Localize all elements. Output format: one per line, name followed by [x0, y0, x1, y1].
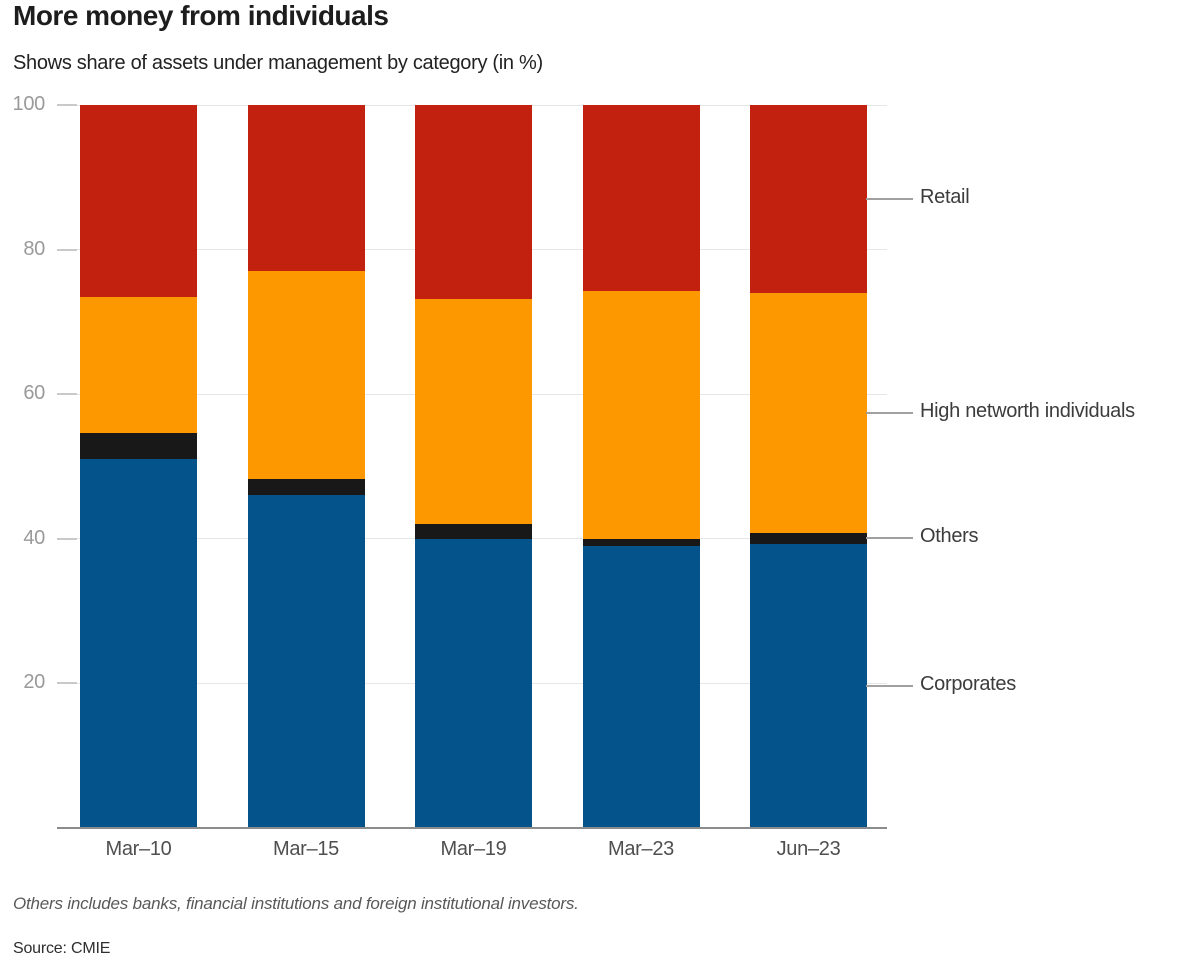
- bar-segment-retail-mar-15: [247, 105, 365, 271]
- y-axis-tick-40: [57, 537, 77, 540]
- legend-label-corporates: Corporates: [920, 672, 1016, 695]
- bar-segment-retail-jun-23: [750, 105, 867, 293]
- y-axis-label-60: 60: [23, 382, 45, 405]
- bar-segment-retail-mar-23: [582, 105, 700, 291]
- x-axis-label-mar-19: Mar–19: [440, 838, 507, 860]
- legend-leader-retail: [866, 197, 913, 200]
- x-axis-label-mar-23: Mar–23: [607, 838, 674, 860]
- x-axis-label-mar-15: Mar–15: [272, 838, 339, 860]
- bar-segment-high-networth-individuals-mar-23: [582, 290, 700, 539]
- x-axis-label-mar-10: Mar–10: [105, 838, 172, 860]
- bar-segment-corporates-jun-23: [750, 543, 867, 828]
- bar-segment-corporates-mar-10: [80, 459, 197, 828]
- legend-label-retail: Retail: [920, 185, 970, 208]
- y-axis-tick-80: [57, 248, 77, 251]
- legend-label-others: Others: [920, 525, 979, 548]
- chart-footnote: Others includes banks, financial institu…: [13, 894, 579, 913]
- legend-leader-corporates: [866, 684, 913, 687]
- bar-segment-retail-mar-19: [415, 105, 532, 299]
- x-axis-label-jun-23: Jun–23: [776, 838, 841, 860]
- bar-segment-others-mar-10: [80, 432, 197, 460]
- bar-segment-others-mar-15: [247, 478, 365, 496]
- bar-segment-high-networth-individuals-mar-10: [80, 296, 197, 433]
- y-axis-label-20: 20: [23, 671, 45, 694]
- bar-segment-retail-mar-10: [80, 105, 197, 297]
- y-axis-tick-60: [57, 393, 77, 396]
- y-axis-label-80: 80: [23, 237, 45, 260]
- bar-segment-high-networth-individuals-mar-15: [247, 270, 365, 479]
- bar-segment-corporates-mar-23: [582, 546, 700, 828]
- bar-segment-high-networth-individuals-jun-23: [750, 292, 867, 533]
- bar-segment-others-jun-23: [750, 533, 867, 544]
- bar-segment-high-networth-individuals-mar-19: [415, 298, 532, 525]
- chart-title: More money from individuals: [13, 0, 389, 31]
- y-axis-label-40: 40: [23, 526, 45, 549]
- x-axis-line: [57, 827, 887, 829]
- bar-segment-others-mar-23: [582, 538, 700, 547]
- legend-leader-high-networth-individuals: [866, 411, 913, 414]
- y-axis-tick-20: [57, 682, 77, 685]
- y-axis-tick-100: [57, 104, 77, 106]
- legend-leader-others: [866, 537, 913, 540]
- bar-segment-corporates-mar-19: [415, 538, 532, 828]
- chart-source: Source: CMIE: [13, 940, 111, 957]
- bar-segment-others-mar-19: [415, 524, 532, 539]
- bar-segment-corporates-mar-15: [247, 495, 365, 828]
- chart-subtitle: Shows share of assets under management b…: [13, 52, 543, 74]
- y-axis-label-100: 100: [12, 93, 46, 115]
- legend-label-high-networth-individuals: High networth individuals: [920, 399, 1135, 422]
